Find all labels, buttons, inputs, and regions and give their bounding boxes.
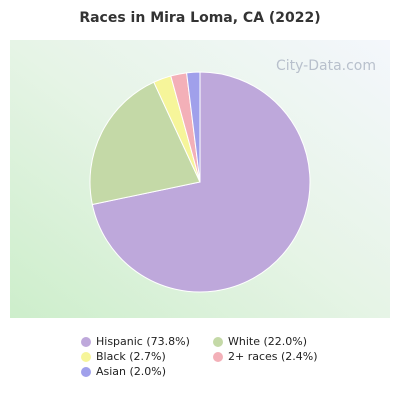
watermark: City-Data.com [276,58,376,74]
legend-label: Hispanic (73.8%) [96,335,190,348]
legend-label: Black (2.7%) [96,350,166,363]
legend-swatch [213,337,223,347]
legend-swatch [81,367,91,377]
chart-title: Races in Mira Loma, CA (2022) [79,10,320,26]
legend-swatch [213,352,223,362]
pie-slice [89,81,201,206]
legend-swatch [81,337,91,347]
legend-swatch [81,352,91,362]
legend-label: White (22.0%) [228,335,307,348]
legend-label: Asian (2.0%) [96,365,166,378]
pie-slice [91,71,311,293]
legend-label: 2+ races (2.4%) [228,350,318,363]
pie-slice [186,71,201,183]
